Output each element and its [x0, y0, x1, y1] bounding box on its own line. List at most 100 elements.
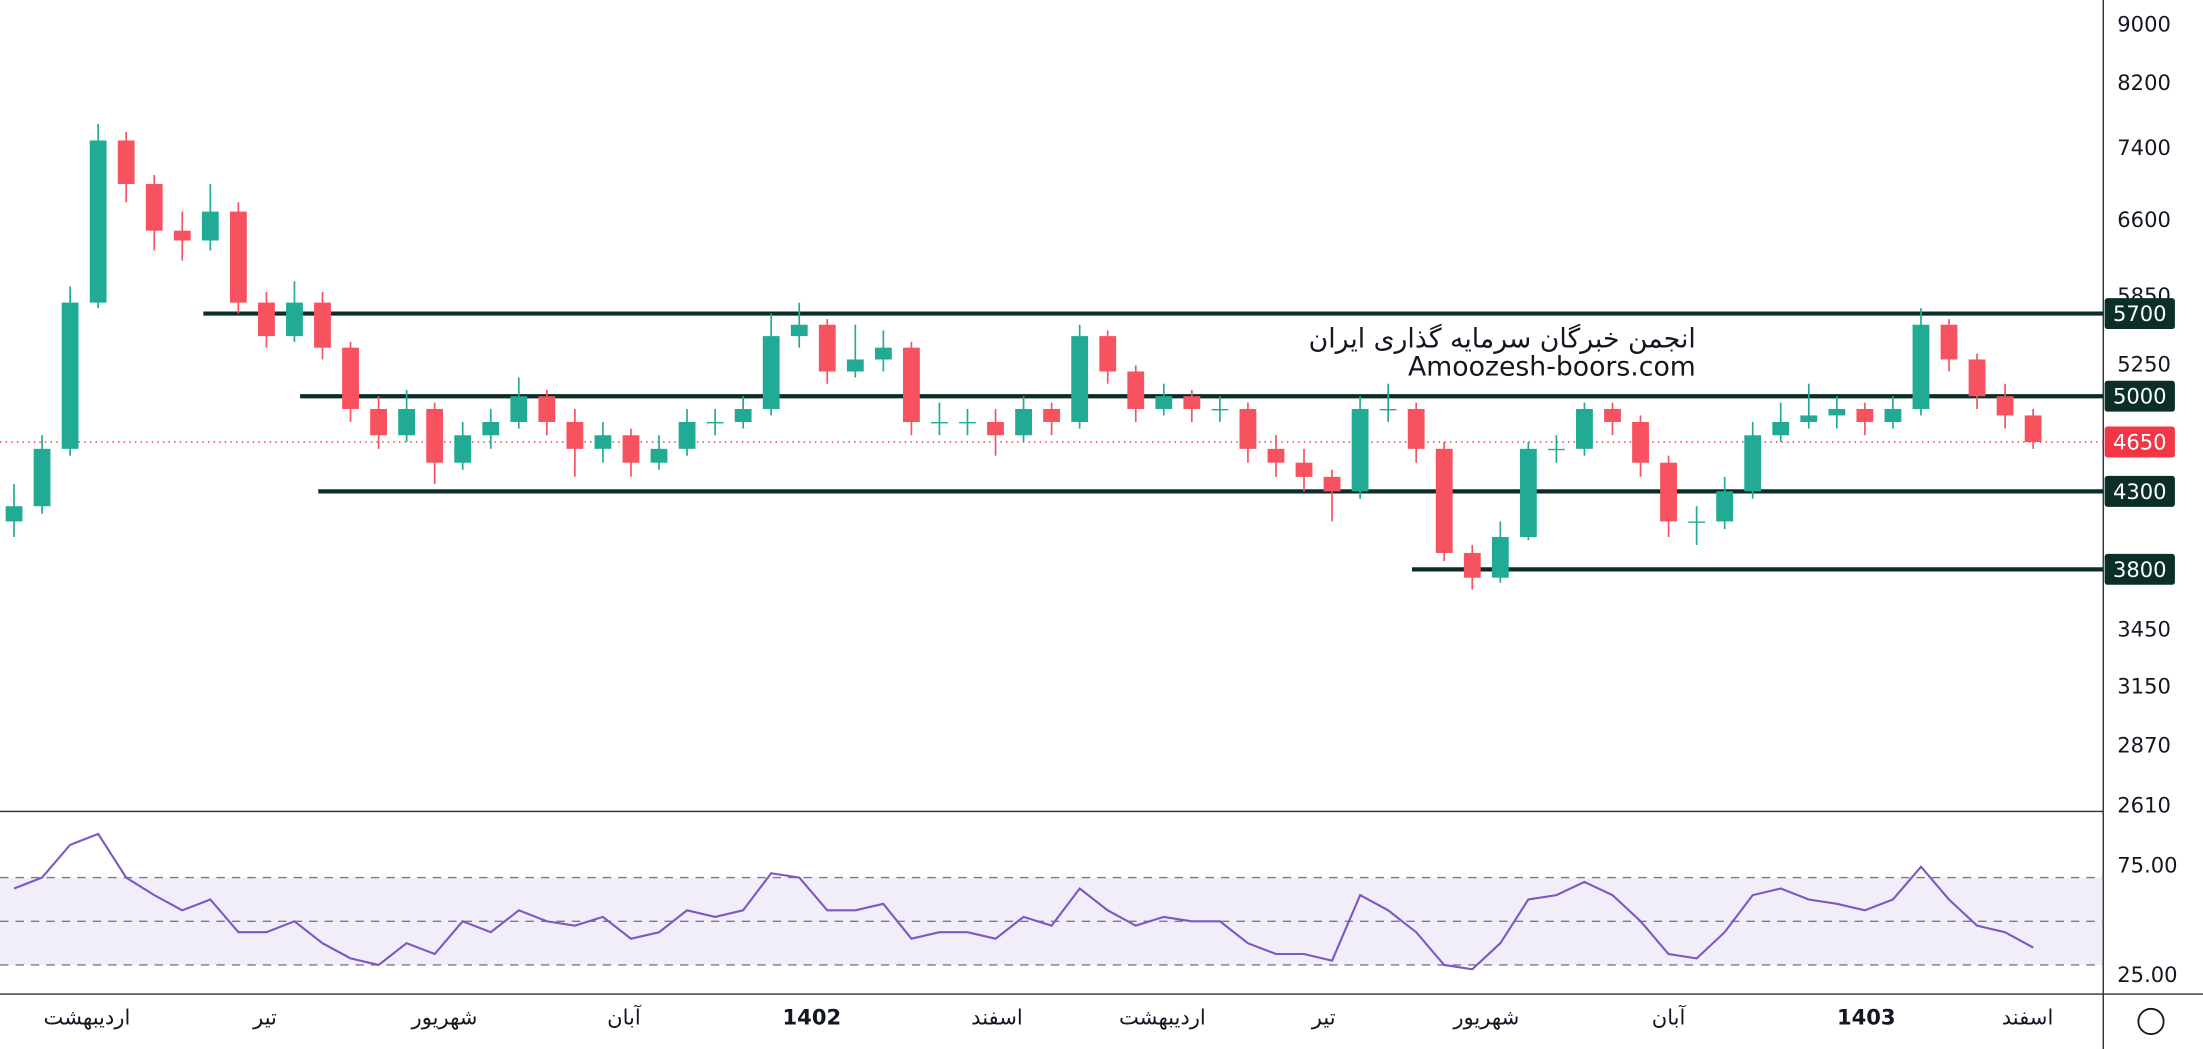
candle-body: [1660, 462, 1677, 522]
candle-body: [1463, 552, 1481, 578]
candle-body: [286, 302, 303, 337]
x-tick-label: آبان: [1652, 1005, 1687, 1030]
x-tick-label: شهریور: [1452, 1005, 1519, 1030]
candle-body: [846, 359, 864, 372]
y-tick-label: 3150: [2117, 674, 2171, 699]
candle-body: [734, 408, 752, 422]
x-tick-label: 1403: [1837, 1005, 1896, 1030]
x-tick-label: اردیبهشت: [1119, 1005, 1206, 1030]
y-tick-label: 6600: [2117, 207, 2171, 232]
candle-body: [89, 140, 107, 303]
candle-body: [762, 336, 780, 409]
candle-body: [342, 347, 359, 409]
candle-body: [145, 183, 163, 231]
rsi-tick-label: 75.00: [2117, 853, 2177, 878]
candle-body: [314, 302, 331, 348]
candle-body: [1772, 421, 1790, 436]
candle-body: [1491, 536, 1509, 578]
candle-body: [426, 408, 444, 463]
rsi-tick-label: 25.00: [2117, 962, 2177, 987]
candle-body: [959, 421, 976, 424]
watermark-line: Amoozesh-boors.com: [1408, 352, 1696, 383]
candle-body: [1435, 448, 1453, 553]
last-price-box: [2104, 426, 2175, 458]
y-tick-label: 9000: [2117, 11, 2171, 36]
candle-body: [257, 302, 275, 337]
candle-body: [1071, 336, 1089, 422]
candle-body: [482, 421, 500, 436]
x-tick-label: شهریور: [411, 1005, 478, 1030]
candle-body: [650, 448, 668, 463]
rsi-line: [13, 832, 2034, 971]
candle-body: [2024, 415, 2042, 443]
candle-body: [1576, 408, 1593, 449]
x-tick-label: 1402: [783, 1005, 842, 1030]
candle-body: [1099, 336, 1117, 372]
candle-body: [1884, 408, 1902, 422]
candle-body: [874, 347, 892, 360]
candle-body: [173, 230, 191, 241]
y-tick-label: 8200: [2117, 70, 2171, 95]
candle-body: [1323, 476, 1341, 492]
candle-body: [1379, 408, 1397, 411]
candle-body: [678, 421, 696, 449]
candle-body: [1604, 408, 1621, 422]
candle-body: [1043, 408, 1061, 422]
candle-body: [1688, 521, 1706, 523]
candle-body: [201, 211, 219, 241]
candle-body: [117, 140, 135, 184]
x-tick-label: آبان: [607, 1005, 642, 1030]
y-tick-label: 2610: [2117, 792, 2171, 817]
level-label-box: [2104, 298, 2175, 330]
level-label: 4300: [2113, 479, 2167, 504]
candle-body: [1968, 359, 1986, 397]
candle-body: [1407, 408, 1425, 449]
candle-body: [931, 421, 948, 424]
candle-body: [1856, 408, 1874, 422]
candle-body: [1632, 421, 1649, 463]
level-label: 3800: [2113, 557, 2167, 582]
level-label: 5000: [2113, 384, 2167, 409]
candle-body: [1295, 462, 1313, 477]
x-tick-label: اردیبهشت: [44, 1005, 131, 1030]
candle-body: [33, 448, 51, 507]
candle-body: [566, 421, 584, 449]
candle-body: [1211, 408, 1229, 411]
y-tick-label: 5250: [2117, 351, 2171, 376]
candle-body: [1127, 371, 1145, 409]
level-label-box: [2104, 553, 2175, 585]
candle-body: [61, 302, 79, 449]
candle-body: [1940, 324, 1958, 360]
level-label: 5700: [2113, 301, 2167, 326]
candle-body: [1155, 396, 1173, 409]
y-tick-label: 3450: [2117, 616, 2171, 641]
candle-body: [1351, 408, 1369, 492]
candle-body: [229, 211, 247, 303]
candle-body: [790, 324, 808, 337]
candle-body: [1015, 408, 1032, 436]
candle-body: [454, 435, 472, 463]
candle-body: [594, 435, 612, 449]
candle-body: [1267, 448, 1285, 463]
candle-body: [398, 408, 416, 436]
candle-body: [1519, 448, 1537, 537]
level-label-box: [2104, 475, 2175, 507]
candle-body: [370, 408, 387, 436]
candle-body: [902, 347, 920, 422]
candle-body: [1547, 448, 1565, 451]
candle-body: [510, 396, 528, 422]
x-tick-label: اسفند: [971, 1005, 1023, 1030]
candle-body: [1828, 408, 1846, 416]
candle-body: [1744, 435, 1762, 492]
y-tick-label: 2870: [2117, 732, 2171, 757]
settings-icon[interactable]: [2137, 1007, 2165, 1035]
candle-body: [987, 421, 1004, 436]
candle-body: [1996, 396, 2014, 416]
candle-body: [1716, 491, 1734, 522]
candle-body: [1183, 396, 1201, 409]
candle-body: [818, 324, 836, 372]
level-label-box: [2104, 380, 2175, 412]
candle-body: [706, 421, 724, 424]
